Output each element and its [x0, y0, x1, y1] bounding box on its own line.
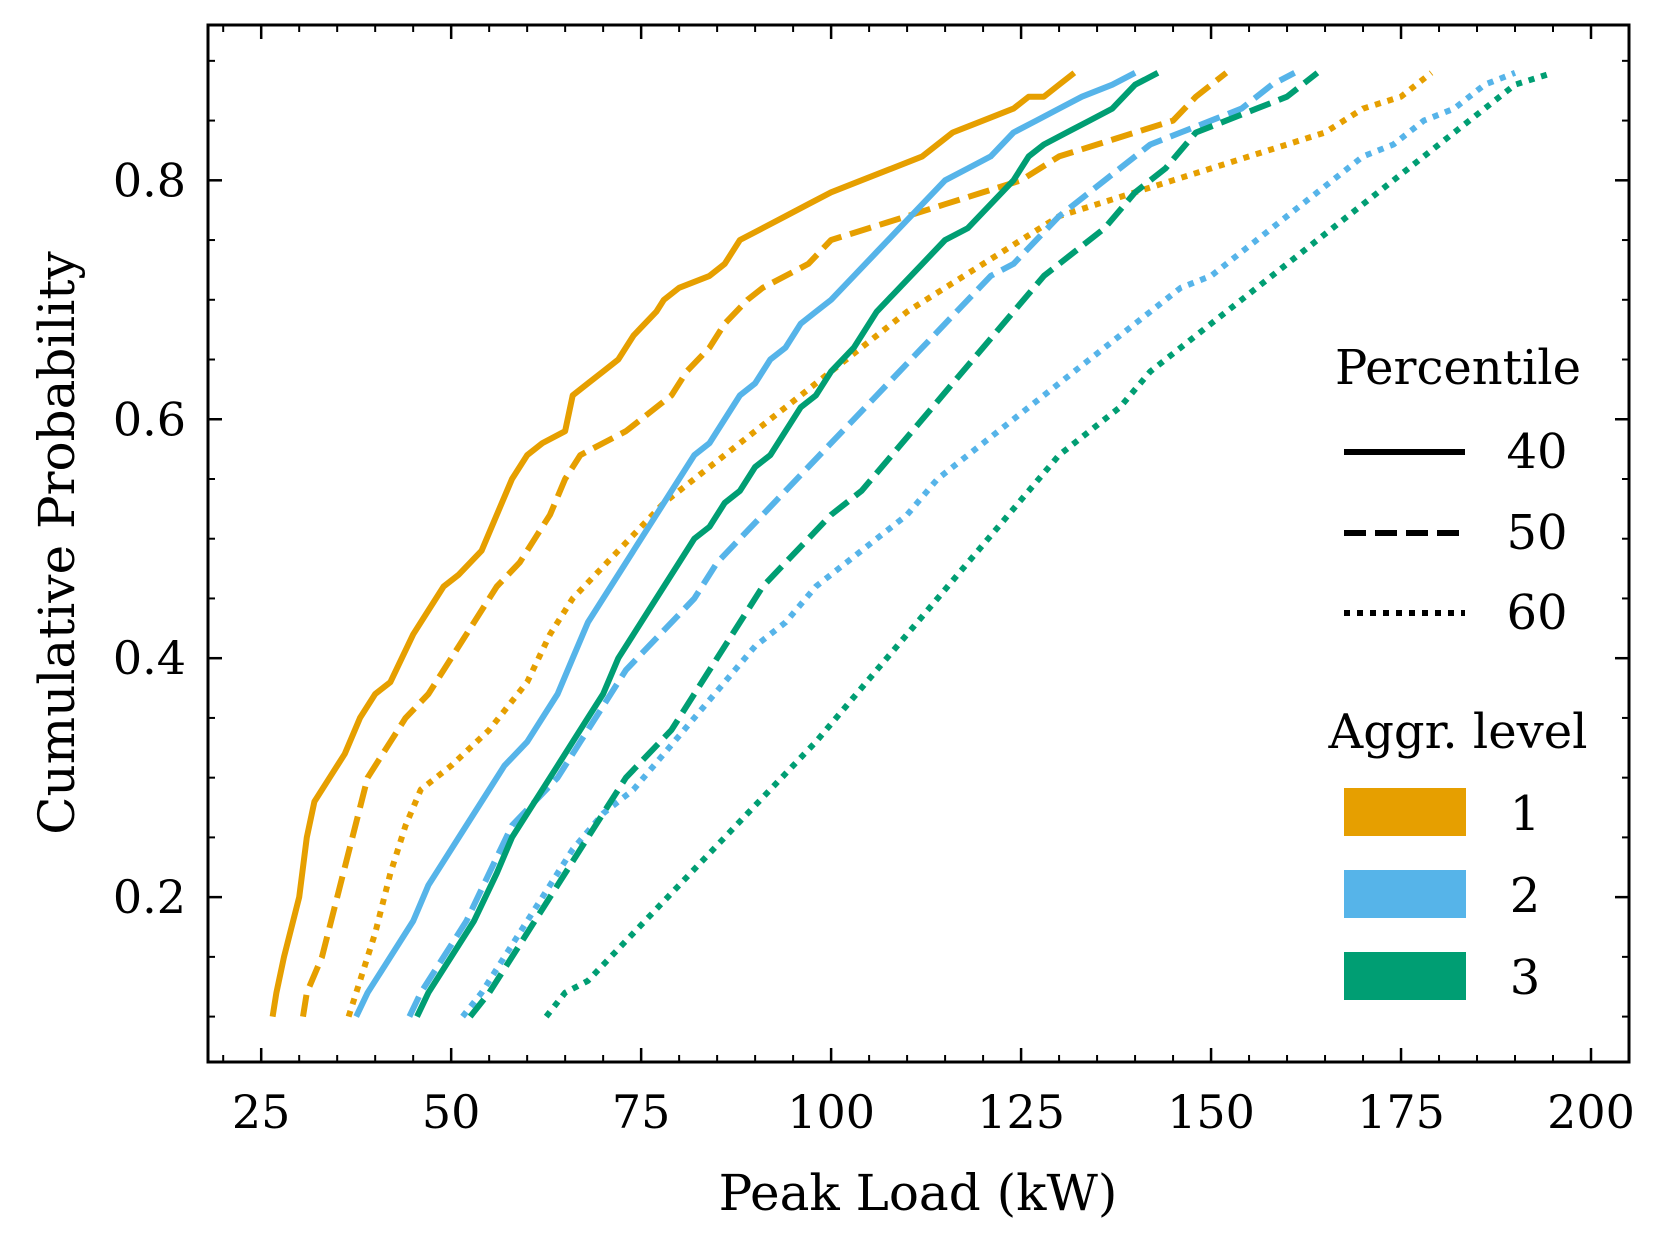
legend-aggr-1-swatch — [1344, 788, 1466, 836]
legend-percentile-60-label: 60 — [1506, 585, 1567, 641]
series-line-9 — [543, 69, 1554, 1019]
y-tick-label: 0.8 — [113, 153, 186, 207]
series-line-6 — [460, 70, 1517, 1019]
x-tick-label: 75 — [612, 1085, 671, 1139]
x-tick-label: 100 — [787, 1085, 875, 1139]
series-line-5 — [406, 70, 1296, 1018]
legend-percentile-40-label: 40 — [1506, 424, 1567, 480]
x-tick-label: 150 — [1167, 1085, 1255, 1139]
legend-aggr-title: Aggr. level — [1328, 704, 1588, 760]
legend-percentile-50-label: 50 — [1506, 505, 1567, 561]
legend-aggr-3-swatch — [1344, 952, 1466, 1000]
plot-frame — [206, 23, 1631, 1064]
series-line-4 — [353, 70, 1137, 1018]
y-axis-label: Cumulative Probability — [28, 251, 86, 835]
y-tick-label: 0.6 — [113, 392, 186, 446]
series-line-2 — [300, 70, 1229, 1018]
series-line-1 — [269, 70, 1077, 1018]
legend-aggr-2-label: 2 — [1510, 868, 1541, 924]
legend-aggr-1-label: 1 — [1510, 786, 1541, 842]
series-line-3 — [345, 70, 1434, 1018]
y-tick-label: 0.4 — [113, 631, 186, 685]
x-tick-label: 25 — [232, 1085, 291, 1139]
legend-aggr-2-swatch — [1344, 870, 1466, 918]
series-layer — [269, 69, 1554, 1019]
x-tick-label: 125 — [977, 1085, 1065, 1139]
x-tick-label: 50 — [422, 1085, 481, 1139]
legend: Percentile 40 50 60 Aggr. level 1 2 3 — [1328, 340, 1588, 1006]
series-line-8 — [467, 70, 1320, 1019]
y-tick-label: 0.2 — [113, 870, 186, 924]
legend-aggr-3-label: 3 — [1510, 950, 1541, 1006]
series-line-7 — [414, 70, 1160, 1018]
legend-percentile-title: Percentile — [1335, 340, 1581, 396]
x-tick-label: 200 — [1547, 1085, 1635, 1139]
x-axis-label: Peak Load (kW) — [719, 1164, 1118, 1222]
x-tick-label: 175 — [1357, 1085, 1445, 1139]
